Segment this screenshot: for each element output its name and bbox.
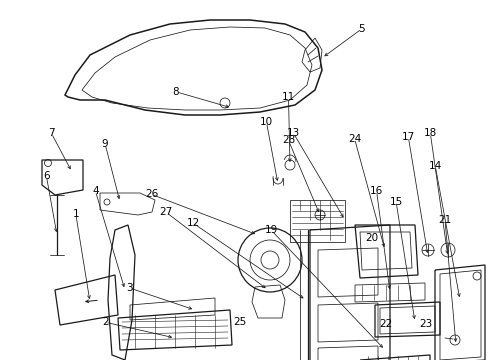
Text: 8: 8 bbox=[172, 87, 179, 97]
Text: 24: 24 bbox=[347, 134, 361, 144]
Text: 10: 10 bbox=[260, 117, 272, 127]
Text: 22: 22 bbox=[379, 319, 392, 329]
Text: 19: 19 bbox=[264, 225, 278, 235]
Text: 12: 12 bbox=[186, 218, 200, 228]
Text: 3: 3 bbox=[126, 283, 133, 293]
Text: 7: 7 bbox=[48, 128, 55, 138]
Text: 2: 2 bbox=[102, 317, 108, 327]
Text: 1: 1 bbox=[72, 209, 79, 219]
Text: 27: 27 bbox=[159, 207, 173, 217]
Text: 5: 5 bbox=[358, 24, 365, 34]
Text: 23: 23 bbox=[418, 319, 431, 329]
Text: 20: 20 bbox=[365, 233, 377, 243]
Text: 18: 18 bbox=[423, 128, 436, 138]
Text: 14: 14 bbox=[427, 161, 441, 171]
Text: 4: 4 bbox=[92, 186, 99, 196]
Text: 9: 9 bbox=[102, 139, 108, 149]
Text: 6: 6 bbox=[43, 171, 50, 181]
Text: 16: 16 bbox=[369, 186, 383, 196]
Text: 17: 17 bbox=[401, 132, 414, 142]
Text: 28: 28 bbox=[281, 135, 295, 145]
Text: 21: 21 bbox=[437, 215, 451, 225]
Text: 11: 11 bbox=[281, 92, 295, 102]
Text: 13: 13 bbox=[286, 128, 300, 138]
Text: 15: 15 bbox=[388, 197, 402, 207]
Text: 26: 26 bbox=[144, 189, 158, 199]
Text: 25: 25 bbox=[232, 317, 246, 327]
